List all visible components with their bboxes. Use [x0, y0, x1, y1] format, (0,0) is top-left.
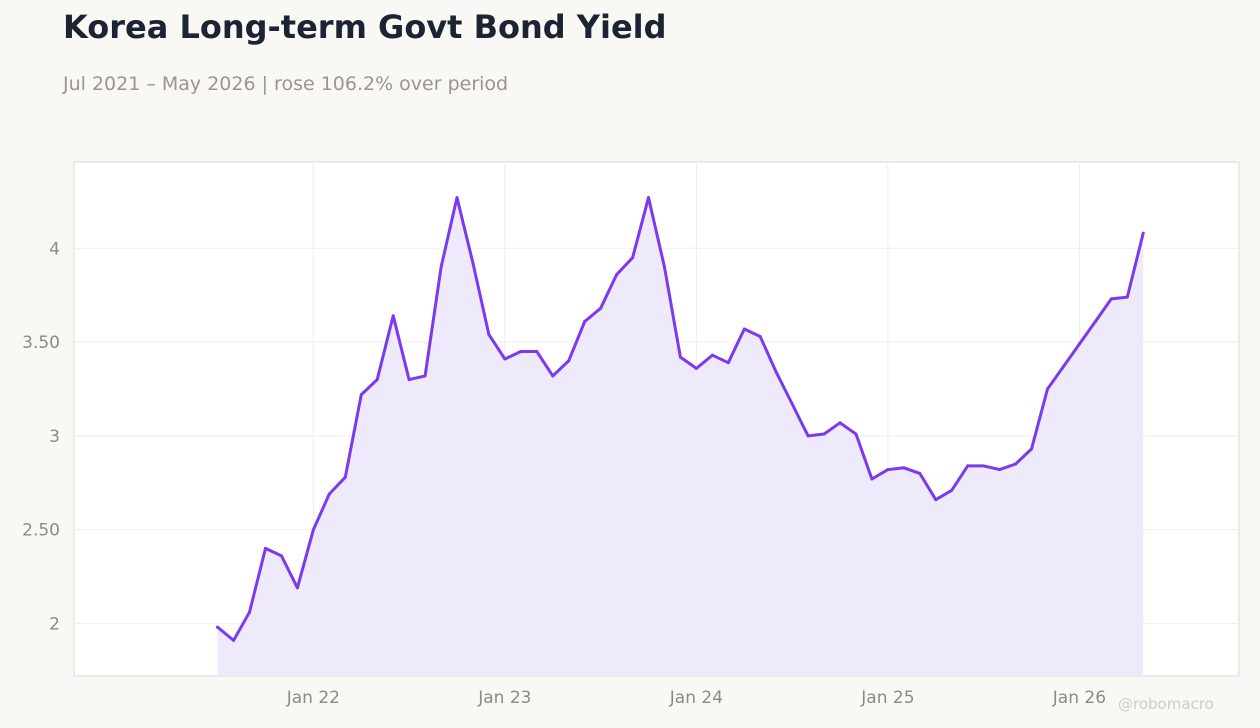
data-points [216, 196, 1145, 642]
data-point [391, 314, 395, 318]
data-point [694, 366, 698, 370]
data-point [343, 475, 347, 479]
data-point [1093, 320, 1097, 323]
x-tick-label: Jan 24 [669, 688, 723, 708]
data-point [503, 357, 507, 361]
x-tick-label: Jan 23 [477, 688, 531, 708]
data-point [934, 498, 938, 502]
data-point [599, 306, 603, 310]
data-point [822, 432, 826, 436]
y-tick-label: 3 [49, 427, 60, 447]
data-point [264, 546, 267, 550]
data-point [663, 265, 666, 269]
data-point [742, 327, 746, 331]
data-point [280, 554, 283, 558]
data-point [678, 355, 682, 359]
data-point [1046, 387, 1049, 391]
data-point [439, 265, 443, 269]
data-point [710, 353, 714, 357]
data-point [248, 610, 251, 614]
data-point [647, 196, 650, 200]
data-point [567, 359, 571, 363]
chart-subtitle: Jul 2021 – May 2026 | rose 106.2% over p… [63, 73, 509, 95]
data-point [774, 370, 778, 374]
data-point [1109, 297, 1113, 301]
data-point [455, 196, 459, 200]
data-point [966, 464, 970, 468]
data-point [726, 361, 730, 365]
chart-title: Korea Long-term Govt Bond Yield [63, 8, 667, 46]
data-point [359, 393, 363, 397]
data-point [487, 333, 491, 337]
series-area [217, 197, 1144, 676]
data-point [615, 273, 619, 277]
data-point [535, 350, 539, 353]
data-point [216, 625, 220, 629]
y-tick-label: 2.50 [22, 521, 60, 541]
x-tick-label: Jan 22 [286, 688, 340, 708]
data-point [471, 261, 475, 265]
data-point [902, 466, 906, 470]
data-point [375, 378, 379, 382]
data-point [1141, 231, 1145, 235]
data-point [998, 468, 1002, 472]
data-point [806, 434, 810, 438]
data-point [407, 378, 411, 382]
data-point [790, 402, 794, 406]
data-point [1030, 447, 1033, 451]
data-point [1125, 295, 1129, 299]
data-point [311, 528, 315, 532]
data-point [519, 350, 523, 353]
data-point [327, 492, 331, 496]
data-point [918, 471, 922, 475]
data-point [758, 335, 762, 338]
x-tick-label: Jan 25 [860, 688, 914, 708]
data-point [232, 638, 236, 642]
watermark: @robomacro [1118, 695, 1214, 713]
data-point [583, 320, 587, 323]
y-tick-label: 2 [49, 614, 60, 634]
y-tick-label: 3.50 [22, 333, 60, 353]
data-point [1077, 342, 1081, 346]
x-axis-ticks: Jan 22 Jan 23 Jan 24 Jan 25 Jan 26 [286, 688, 1106, 708]
data-point [423, 374, 427, 378]
y-tick-label: 4 [49, 239, 60, 259]
data-point [1062, 365, 1065, 368]
data-point [950, 488, 954, 492]
data-point [838, 421, 842, 425]
data-point [886, 468, 890, 472]
data-point [1014, 462, 1018, 466]
y-axis-ticks: 2 2.50 3 3.50 4 [22, 239, 60, 634]
data-point [631, 256, 635, 260]
data-point [982, 464, 986, 468]
data-point [854, 432, 858, 436]
data-point [870, 477, 874, 481]
x-tick-label: Jan 26 [1052, 688, 1106, 708]
data-point [551, 374, 555, 378]
data-point [295, 586, 299, 590]
